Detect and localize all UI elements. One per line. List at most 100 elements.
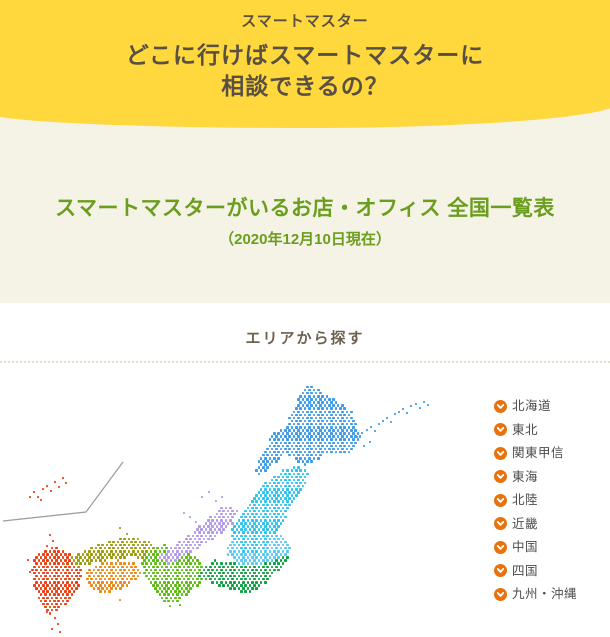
map-dot — [57, 587, 60, 590]
map-dot — [314, 416, 318, 420]
map-dot — [332, 410, 335, 414]
map-dot — [97, 581, 100, 584]
map-dot — [156, 553, 159, 556]
map-dot — [235, 528, 239, 531]
map-dot — [301, 416, 305, 420]
map-dot — [64, 481, 68, 485]
region-link-hokuriku[interactable]: 北陸 — [494, 493, 610, 507]
map-dot — [255, 537, 258, 541]
region-link-chugoku[interactable]: 中国 — [494, 540, 610, 554]
region-link-kinki[interactable]: 近畿 — [494, 517, 610, 531]
map-dot — [251, 574, 254, 578]
map-dot — [397, 410, 401, 414]
map-dot — [193, 568, 197, 572]
region-link-tokai[interactable]: 東海 — [494, 470, 610, 484]
map-dot — [222, 577, 225, 581]
region-link-kyushu-okinawa[interactable]: 九州・沖縄 — [494, 587, 610, 601]
map-dot — [94, 546, 98, 550]
map-dot — [244, 515, 247, 519]
map-dot — [319, 453, 322, 457]
map-dot — [44, 593, 47, 596]
map-dot — [136, 537, 140, 541]
map-dot — [165, 553, 168, 556]
map-dot — [193, 562, 197, 565]
map-dot — [53, 599, 56, 603]
map-dot — [255, 469, 258, 472]
region-link-kanto-koshin[interactable]: 関東甲信 — [494, 446, 610, 460]
map-dot — [204, 534, 208, 538]
map-dot — [70, 574, 74, 578]
map-dot — [268, 525, 272, 528]
map-dot — [262, 491, 265, 494]
region-link-hokkaido[interactable]: 北海道 — [494, 399, 610, 413]
map-dot — [405, 411, 409, 415]
map-dot — [259, 581, 263, 584]
map-dot — [196, 559, 199, 562]
map-dot — [99, 546, 102, 550]
map-dot — [290, 413, 294, 417]
map-dot — [321, 432, 324, 435]
map-dot — [323, 422, 327, 426]
map-dot — [264, 525, 267, 528]
map-dot — [154, 562, 157, 565]
map-dot — [178, 546, 181, 550]
map-dot — [119, 574, 122, 578]
map-dot — [55, 596, 58, 600]
map-dot — [154, 587, 157, 590]
map-dot — [50, 608, 54, 612]
map-dot — [303, 426, 307, 429]
map-dot — [306, 416, 309, 420]
map-dot — [220, 574, 223, 578]
map-dot — [292, 435, 296, 438]
map-dot — [222, 509, 225, 513]
map-dot — [268, 457, 272, 460]
map-dot — [248, 503, 252, 507]
map-dot — [165, 546, 168, 550]
map-dot — [134, 546, 137, 550]
map-dot — [77, 559, 80, 562]
map-dot — [308, 457, 311, 460]
map-dot — [233, 543, 236, 547]
map-dot — [226, 584, 230, 587]
map-dot — [191, 565, 195, 569]
map-dot — [59, 553, 63, 556]
map-dot — [277, 494, 280, 497]
map-dot — [277, 506, 280, 510]
map-dot — [299, 401, 302, 404]
map-dot — [389, 420, 393, 424]
map-dot — [270, 546, 274, 550]
map-dot — [240, 553, 243, 556]
map-dot — [75, 568, 78, 572]
map-dot — [251, 568, 254, 572]
map-dot — [103, 565, 107, 569]
region-link-shikoku[interactable]: 四国 — [494, 564, 610, 578]
map-dot — [277, 438, 280, 441]
map-dot — [99, 577, 102, 581]
map-dot — [266, 484, 269, 488]
map-dot — [266, 447, 269, 451]
map-dot — [264, 550, 267, 553]
map-dot — [163, 562, 166, 565]
map-dot — [268, 537, 272, 541]
map-dot — [240, 540, 243, 544]
map-dot — [244, 590, 247, 593]
map-dot — [68, 590, 71, 593]
map-dot — [334, 426, 338, 429]
map-dot — [279, 503, 283, 507]
chevron-down-icon — [494, 564, 507, 577]
map-dot — [88, 574, 91, 578]
map-dot — [134, 571, 137, 575]
map-dot — [136, 550, 140, 553]
map-dot — [229, 519, 232, 522]
map-dot — [284, 478, 287, 482]
map-dot — [334, 450, 338, 454]
map-dot — [235, 571, 239, 575]
map-dot — [70, 556, 74, 559]
map-dot — [196, 528, 199, 531]
region-link-tohoku[interactable]: 東北 — [494, 423, 610, 437]
map-dot — [226, 522, 230, 525]
map-dot — [158, 550, 162, 553]
map-dot — [264, 494, 267, 497]
map-dot — [44, 587, 47, 590]
map-dot — [123, 581, 126, 584]
